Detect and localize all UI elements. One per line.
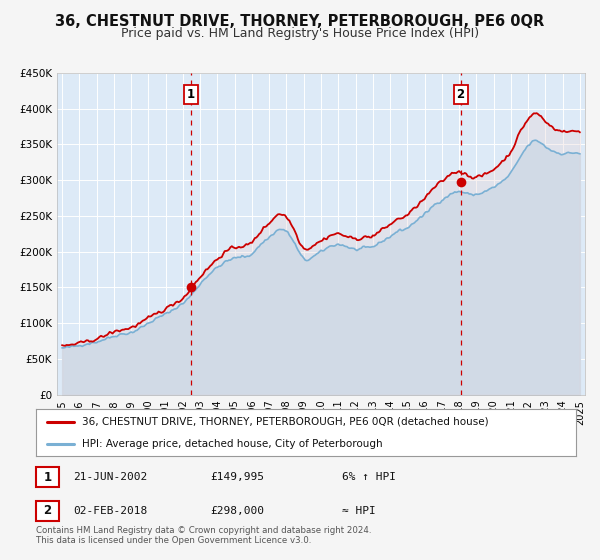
Text: Contains HM Land Registry data © Crown copyright and database right 2024.: Contains HM Land Registry data © Crown c…: [36, 526, 371, 535]
Text: 36, CHESTNUT DRIVE, THORNEY, PETERBOROUGH, PE6 0QR: 36, CHESTNUT DRIVE, THORNEY, PETERBOROUG…: [55, 14, 545, 29]
Text: ≈ HPI: ≈ HPI: [342, 506, 376, 516]
Text: HPI: Average price, detached house, City of Peterborough: HPI: Average price, detached house, City…: [82, 438, 383, 449]
Text: 2: 2: [43, 504, 52, 517]
Text: Price paid vs. HM Land Registry's House Price Index (HPI): Price paid vs. HM Land Registry's House …: [121, 27, 479, 40]
Text: 2: 2: [457, 88, 464, 101]
Text: £149,995: £149,995: [210, 472, 264, 482]
Text: 6% ↑ HPI: 6% ↑ HPI: [342, 472, 396, 482]
Text: 1: 1: [43, 470, 52, 484]
Text: 36, CHESTNUT DRIVE, THORNEY, PETERBOROUGH, PE6 0QR (detached house): 36, CHESTNUT DRIVE, THORNEY, PETERBOROUG…: [82, 417, 488, 427]
Text: £298,000: £298,000: [210, 506, 264, 516]
Text: This data is licensed under the Open Government Licence v3.0.: This data is licensed under the Open Gov…: [36, 536, 311, 545]
Text: 21-JUN-2002: 21-JUN-2002: [73, 472, 148, 482]
Text: 1: 1: [187, 88, 195, 101]
Text: 02-FEB-2018: 02-FEB-2018: [73, 506, 148, 516]
